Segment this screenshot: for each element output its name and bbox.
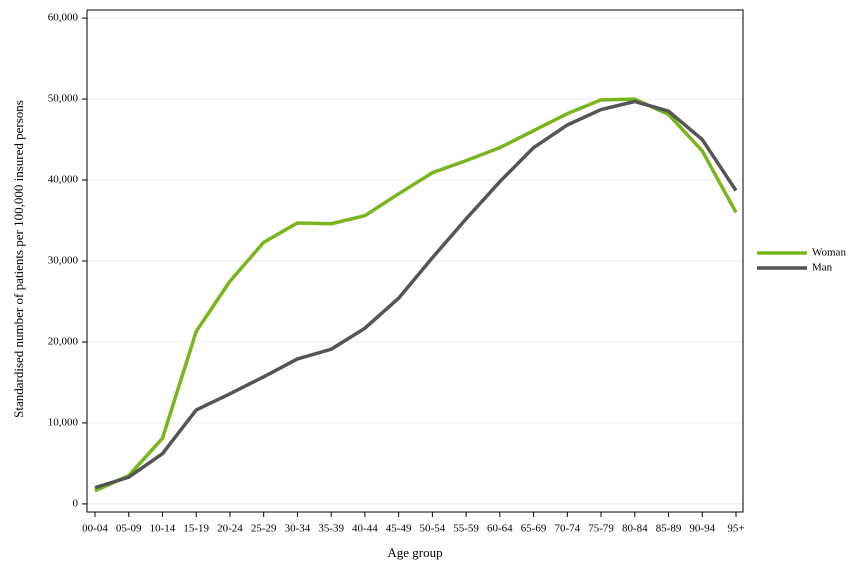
x-tick-label: 05-09: [116, 523, 142, 535]
x-tick-label: 65-69: [521, 523, 547, 535]
y-tick-label: 30,000: [48, 255, 79, 267]
x-tick-label: 00-04: [82, 523, 108, 535]
legend-label: Woman: [812, 247, 846, 259]
y-tick-label: 20,000: [48, 335, 79, 347]
x-tick-label: 55-59: [453, 523, 479, 535]
y-tick-label: 60,000: [48, 12, 79, 24]
y-tick-label: 50,000: [48, 93, 79, 105]
x-tick-label: 85-89: [656, 523, 682, 535]
x-tick-label: 25-29: [251, 523, 277, 535]
x-tick-label: 90-94: [689, 523, 715, 535]
x-tick-label: 50-54: [420, 523, 446, 535]
x-tick-label: 75-79: [588, 523, 614, 535]
y-tick-label: 40,000: [48, 174, 79, 186]
x-tick-label: 95+: [727, 523, 744, 535]
x-tick-label: 70-74: [554, 523, 580, 535]
x-axis-title: Age group: [387, 545, 442, 560]
y-axis-title: Standardised number of patients per 100,…: [11, 100, 26, 418]
x-tick-label: 80-84: [622, 523, 648, 535]
x-tick-label: 15-19: [183, 523, 209, 535]
line: [94, 99, 738, 490]
x-tick-label: 10-14: [150, 523, 176, 535]
plot-frame: [86, 9, 744, 513]
line: [94, 97, 738, 493]
y-tick-label: 0: [73, 497, 79, 509]
legend-label: Man: [812, 262, 833, 274]
x-tick-label: 20-24: [217, 523, 243, 535]
x-tick-label: 40-44: [352, 523, 378, 535]
x-tick-label: 35-39: [318, 523, 344, 535]
x-tick-label: 30-34: [285, 523, 311, 535]
x-tick-label: 60-64: [487, 523, 513, 535]
x-tick-label: 45-49: [386, 523, 412, 535]
y-tick-label: 10,000: [48, 416, 79, 428]
